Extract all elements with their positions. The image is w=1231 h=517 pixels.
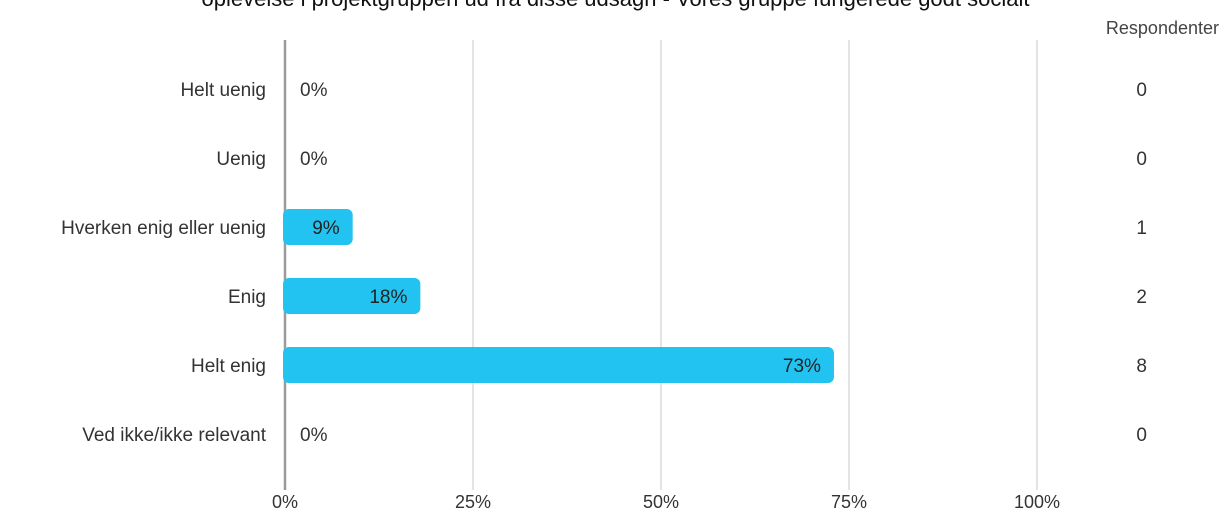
respondents-header: Respondenter: [1105, 18, 1219, 38]
respondent-count: 0: [1136, 149, 1147, 170]
bar-value-label: 0%: [300, 425, 328, 446]
x-tick-label: 50%: [643, 492, 679, 512]
bar: [283, 209, 353, 245]
x-tick-label: 25%: [455, 492, 491, 512]
category-label: Helt uenig: [180, 80, 266, 101]
x-tick-label: 100%: [1014, 492, 1060, 512]
bar-value-label: 9%: [312, 218, 340, 239]
respondent-count: 0: [1136, 425, 1147, 446]
bar-value-label: 73%: [783, 356, 821, 377]
category-label: Helt enig: [191, 356, 266, 377]
bar-value-label: 0%: [300, 80, 328, 101]
chart-title: oplevelse i projektgruppen ud fra disse …: [0, 0, 1231, 12]
bar: [283, 278, 421, 314]
x-tick-label: 0%: [272, 492, 298, 512]
category-label: Hverken enig eller uenig: [61, 218, 266, 239]
category-label: Ved ikke/ikke relevant: [82, 425, 266, 446]
bar-value-label: 0%: [300, 149, 328, 170]
category-label: Uenig: [216, 149, 266, 170]
respondent-count: 2: [1136, 287, 1147, 308]
x-tick-label: 75%: [831, 492, 867, 512]
respondent-count: 8: [1136, 356, 1147, 377]
bar-value-label: 18%: [369, 287, 407, 308]
respondent-count: 0: [1136, 80, 1147, 101]
category-label: Enig: [228, 287, 266, 308]
bar: [283, 347, 834, 383]
respondent-count: 1: [1136, 218, 1147, 239]
